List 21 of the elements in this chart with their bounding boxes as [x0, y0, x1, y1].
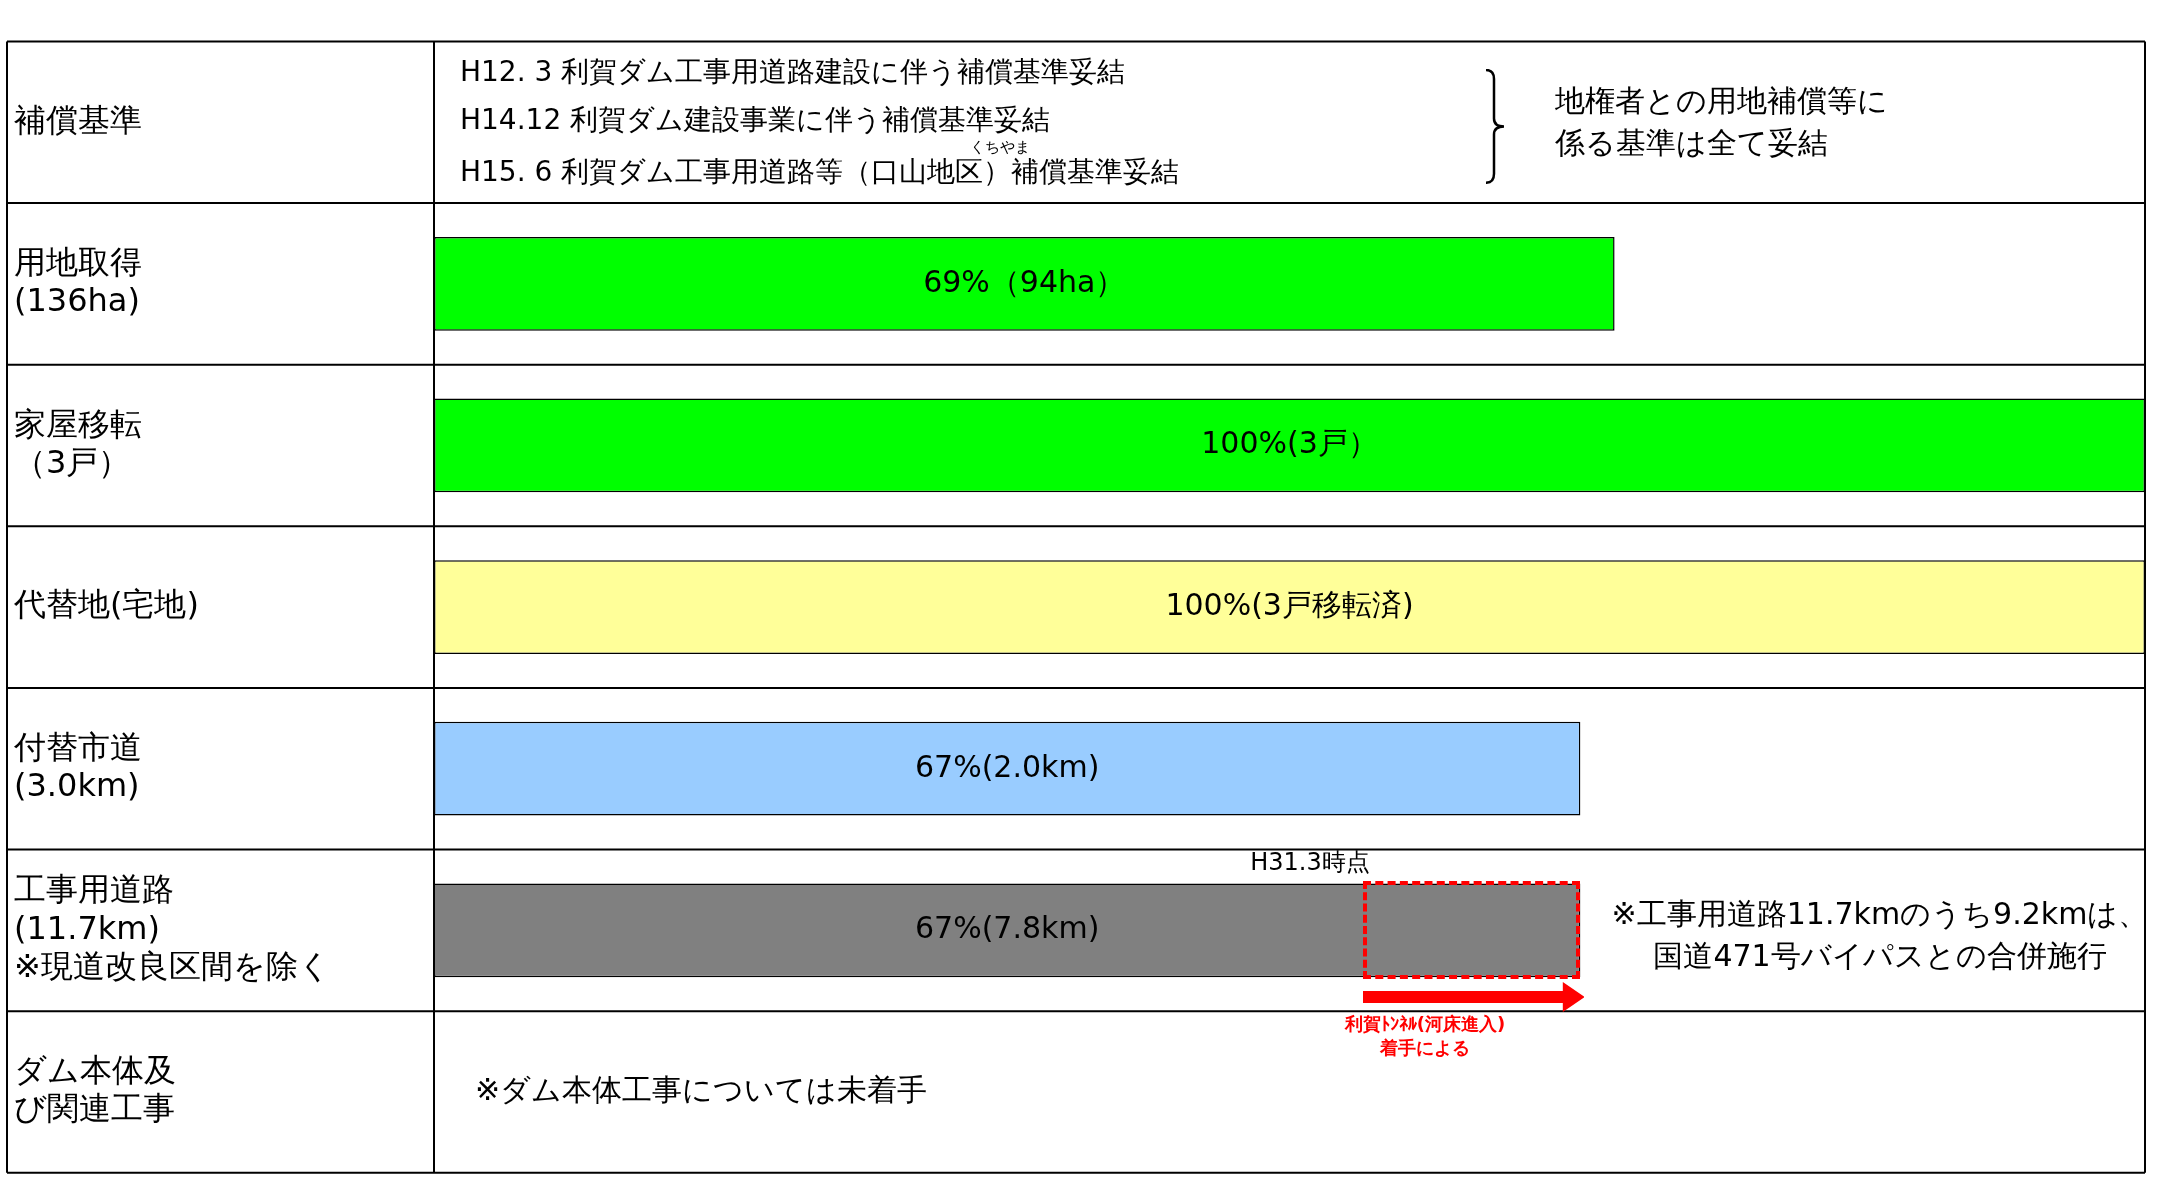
data-label: 67%(7.8km): [914, 910, 1100, 946]
data-label: 69%（94ha）: [923, 263, 1126, 299]
annotation: くちやま: [970, 137, 1030, 156]
annotation: H12. 3 利賀ダム工事用道路建設に伴う補償基準妥結: [460, 55, 1126, 89]
y-tick-label: 用地取得(136ha): [14, 242, 142, 320]
annotation: 地権者との用地補償等に係る基準は全て妥結: [1554, 82, 1888, 160]
annotation: H15. 6 利賀ダム工事用道路等（口山地区）補償基準妥結: [460, 155, 1180, 189]
y-tick-label: 代替地(宅地): [13, 585, 199, 624]
data-label: 100%(3戸移転済): [1165, 586, 1414, 622]
annotation: H31.3時点: [1250, 848, 1370, 877]
y-tick-label: 付替市道(3.0km): [13, 727, 142, 805]
annotation: ※ダム本体工事については未着手: [475, 1071, 928, 1107]
y-tick-label: ダム本体及び関連工事: [14, 1051, 176, 1128]
data-label: 67%(2.0km): [914, 748, 1100, 784]
data-label: 100%(3戸）: [1201, 425, 1378, 461]
y-tick-label: 工事用道路(11.7km)※現道改良区間を除く: [14, 870, 331, 986]
annotation: 利賀ﾄﾝﾈﾙ(河床進入)着手による: [1343, 1013, 1506, 1059]
annotation: ※工事用道路11.7kmのうち9.2kmは、国道471号バイパスとの合併施行: [1611, 895, 2149, 973]
annotation: H14.12 利賀ダム建設事業に伴う補償基準妥結: [460, 103, 1051, 137]
y-tick-label: 家屋移転（3戸）: [14, 404, 142, 481]
y-tick-label: 補償基準: [14, 100, 142, 139]
